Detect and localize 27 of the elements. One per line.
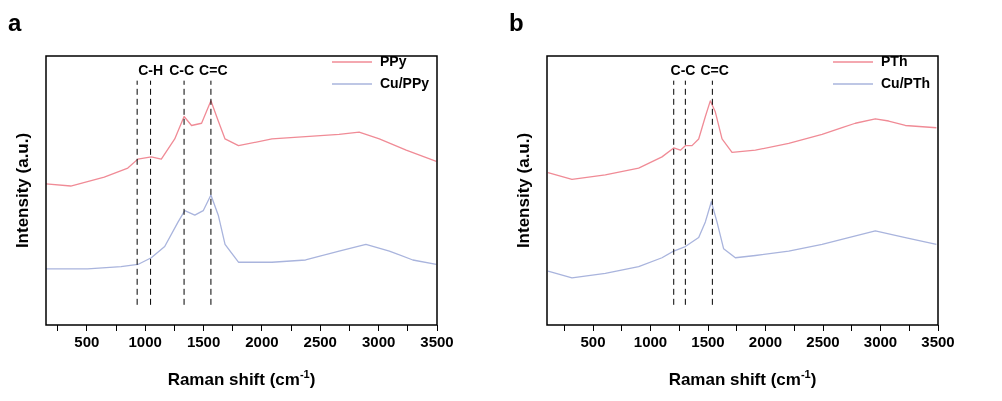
x-tick-label: 500 (580, 333, 606, 351)
x-tick-label: 3500 (420, 333, 454, 351)
ref-line-label: C=C (700, 62, 729, 79)
x-tick-label: 1500 (691, 333, 725, 351)
y-axis-title: Intensity (a.u.) (514, 132, 534, 249)
chart-title: a (8, 8, 22, 36)
x-tick-label: 3000 (361, 333, 396, 351)
x-tick-label: 500 (74, 333, 100, 351)
ref-line-label: C=C (199, 62, 228, 79)
x-tick-label: 2000 (748, 333, 783, 351)
ref-line-label: C-H (138, 62, 164, 79)
chart-title: b (509, 8, 524, 36)
x-tick-label: 2000 (245, 333, 279, 351)
legend-label: Cu/PTh (881, 74, 931, 91)
ref-line-label: C-C (670, 62, 696, 79)
x-tick-label: 2500 (303, 333, 337, 351)
legend-label: PPy (379, 52, 407, 69)
y-axis-title: Intensity (a.u.) (13, 132, 33, 249)
x-tick-label: 1000 (128, 333, 162, 351)
ref-line-label: C-C (169, 62, 195, 79)
legend-label: PTh (881, 52, 908, 69)
x-tick-label: 1500 (186, 333, 221, 351)
x-tick-label: 1000 (633, 333, 668, 351)
x-tick-label: 2500 (806, 333, 840, 351)
x-tick-label: 3000 (863, 333, 898, 351)
legend-label: Cu/PPy (379, 74, 430, 91)
x-tick-label: 3500 (921, 333, 955, 351)
